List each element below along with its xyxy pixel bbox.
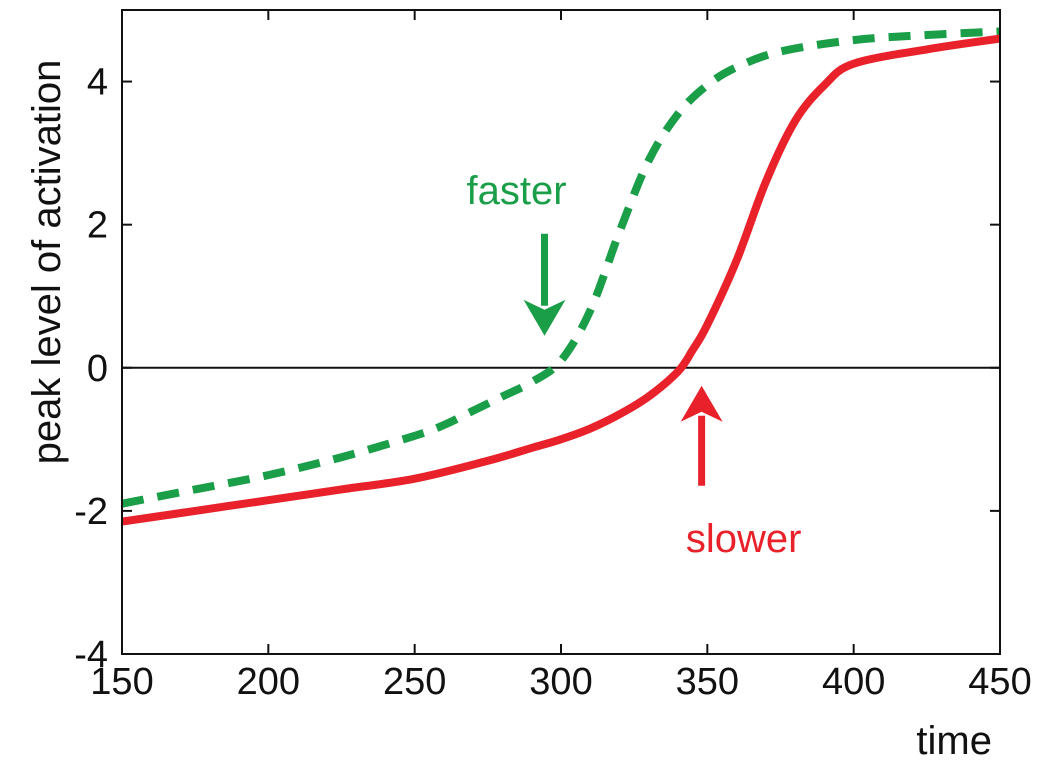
y-tick-label: -2 bbox=[74, 491, 108, 533]
plot-frame bbox=[121, 9, 1001, 655]
y-tick-label: 2 bbox=[87, 205, 108, 247]
x-tick-label: 150 bbox=[90, 661, 153, 703]
x-tick-label: 200 bbox=[237, 661, 300, 703]
x-axis-label: time bbox=[916, 719, 992, 763]
faster-annotation-label: faster bbox=[466, 169, 566, 213]
y-axis-label: peak level of activation bbox=[25, 60, 69, 465]
x-tick-label: 300 bbox=[529, 661, 592, 703]
slower-annotation-label: slower bbox=[686, 517, 802, 561]
slower-series-line bbox=[122, 34, 1000, 526]
y-tick-label: 4 bbox=[87, 62, 108, 104]
faster-series-line bbox=[122, 27, 1000, 508]
y-tick-label: 0 bbox=[87, 348, 108, 390]
x-tick-label: 400 bbox=[822, 661, 885, 703]
x-tick-label: 350 bbox=[676, 661, 739, 703]
x-tick-label: 250 bbox=[383, 661, 446, 703]
faster-arrow-head bbox=[523, 299, 566, 336]
y-tick-label: -4 bbox=[74, 634, 108, 676]
x-tick-label: 450 bbox=[968, 661, 1031, 703]
slower-arrow-head bbox=[680, 385, 723, 422]
